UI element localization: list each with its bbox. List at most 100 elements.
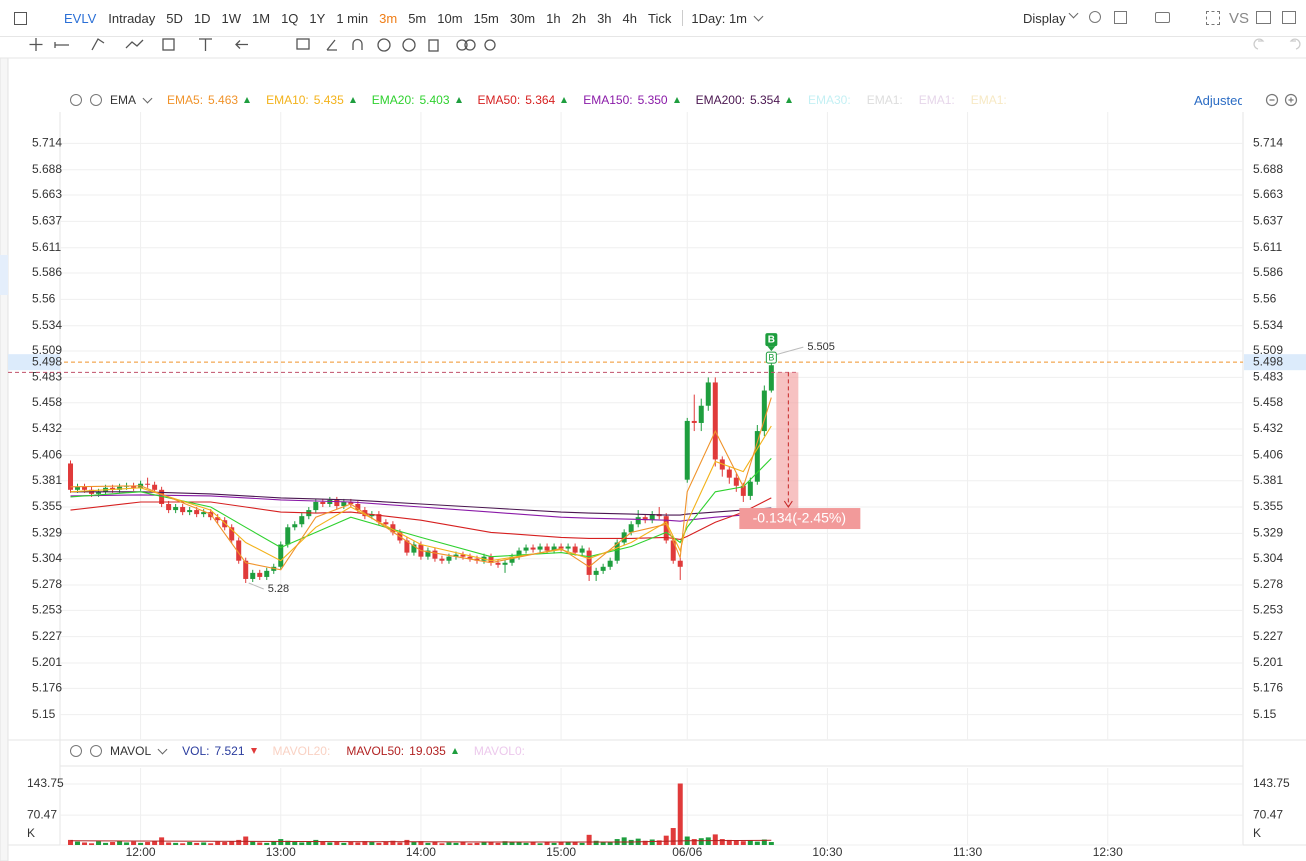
volume-bar [495, 842, 501, 845]
main-indicator-legend: EMA EMA5: 5.463 EMA10: 5.435 EMA20: 5.403 EMA5… [70, 92, 1007, 108]
line-tool[interactable] [54, 42, 69, 48]
period[interactable]: 30m [509, 10, 536, 26]
indicator-close[interactable] [90, 94, 102, 106]
sidebar-toggle[interactable] [14, 11, 27, 25]
period[interactable]: 1D [193, 10, 211, 26]
y-tick-label-right: 5.586 [1253, 265, 1283, 279]
indicator-chevron[interactable] [157, 744, 168, 754]
period[interactable]: Intraday [108, 10, 156, 26]
period[interactable]: 4h [622, 10, 638, 26]
period[interactable]: 1W [221, 10, 242, 26]
volume-bar [299, 842, 305, 845]
fullscreen-icon[interactable] [1206, 11, 1220, 25]
polyline-tool[interactable] [91, 38, 105, 51]
display[interactable]: Display [1023, 10, 1066, 26]
x-tick-label: 11:30 [953, 845, 982, 859]
y-tick-label-right: 5.15 [1253, 707, 1277, 721]
group-tool[interactable] [456, 39, 468, 51]
indicator-chevron[interactable] [142, 93, 153, 103]
zoom-out[interactable] [1265, 93, 1279, 107]
candle-body [390, 524, 396, 533]
candle-body [201, 512, 207, 515]
period[interactable]: 2h [571, 10, 587, 26]
y-tick-label-right: 5.329 [1253, 526, 1283, 540]
magnet-tool[interactable] [352, 38, 363, 51]
signal-label: B [768, 352, 774, 362]
candle-body [537, 546, 543, 550]
layout-icon[interactable] [1114, 11, 1127, 24]
candle-body [761, 390, 767, 432]
legend-label: MAVOL50: [346, 744, 405, 758]
y-tick-label: 5.483 [32, 370, 62, 384]
y-tick-label: 5.406 [32, 448, 62, 462]
trend-arrow [673, 97, 680, 103]
period[interactable]: 3m [379, 10, 398, 26]
period[interactable]: 5D [166, 10, 183, 26]
display-chevron[interactable] [1068, 8, 1079, 19]
candle-body [348, 501, 354, 504]
legend-value: 5.350 [637, 93, 668, 107]
y-tick-label-right: 5.406 [1253, 448, 1283, 462]
level-tool[interactable] [199, 38, 212, 51]
visibility-tool[interactable] [377, 38, 391, 52]
indicator-name[interactable]: EMA [110, 93, 137, 107]
indicator-close[interactable] [90, 745, 102, 757]
period[interactable]: 1 min [336, 10, 369, 26]
chat-icon[interactable] [1282, 11, 1296, 24]
period[interactable]: 1Y [309, 10, 326, 26]
x-tick-label: 12:00 [126, 845, 156, 859]
period[interactable]: 3h [597, 10, 612, 26]
volume-bar [341, 842, 347, 845]
y-tick-label-right: 5.381 [1253, 473, 1283, 487]
undo[interactable] [1253, 38, 1265, 50]
candle-body [705, 382, 711, 406]
annotation: 5.28 [268, 583, 289, 595]
candle-body [502, 562, 508, 565]
indicator-settings[interactable] [70, 745, 82, 757]
redo[interactable] [1289, 38, 1301, 50]
symbol[interactable]: EVLV [64, 10, 97, 26]
volume-bar [600, 841, 606, 845]
range[interactable]: 1Day: 1m [691, 10, 748, 26]
rect-tool[interactable] [162, 38, 175, 51]
period[interactable]: 1Q [281, 10, 299, 26]
volume-bar [383, 841, 389, 845]
candle-body [313, 501, 319, 511]
arrow-tool[interactable] [235, 40, 248, 49]
y-tick-label: 5.227 [32, 629, 62, 643]
zoom-in[interactable] [1284, 93, 1298, 107]
adjusted[interactable]: Adjusted [1194, 92, 1242, 108]
y-tick-label: 5.637 [32, 214, 62, 228]
group-tool-2[interactable] [464, 39, 476, 51]
period[interactable]: Tick [648, 10, 672, 26]
hide-tool[interactable] [402, 38, 416, 52]
camera-icon[interactable] [1155, 12, 1170, 23]
angle-tool[interactable] [326, 39, 337, 51]
y-tick-label-right: 5.637 [1253, 214, 1283, 228]
move-tool[interactable] [29, 38, 43, 51]
period[interactable]: 10m [437, 10, 463, 26]
settings-tool[interactable] [484, 39, 496, 51]
book-icon[interactable] [1256, 11, 1271, 24]
y-tick-label: 5.534 [32, 318, 62, 332]
y-tick-label: 5.586 [32, 265, 62, 279]
comment-tool[interactable] [296, 38, 310, 50]
wave-tool[interactable] [125, 39, 144, 49]
signal-pointer [767, 346, 776, 352]
right-controls[interactable] [1265, 93, 1298, 107]
delete-tool[interactable] [428, 39, 439, 52]
settings-icon[interactable] [1089, 11, 1101, 23]
candle-body [474, 558, 480, 561]
period[interactable]: 15m [473, 10, 499, 26]
period[interactable]: 5m [408, 10, 427, 26]
compare[interactable]: VS [1229, 9, 1250, 27]
indicator-settings[interactable] [70, 94, 82, 106]
range-chevron[interactable] [753, 11, 764, 21]
drawing-tools[interactable] [29, 38, 496, 52]
period[interactable]: 1M [252, 10, 271, 26]
undo-redo[interactable] [1253, 38, 1301, 50]
period[interactable]: 1h [546, 10, 561, 26]
indicator-name[interactable]: MAVOL [110, 744, 152, 758]
volume-bar [173, 842, 179, 845]
y-tick-label-right: 5.509 [1253, 343, 1283, 357]
